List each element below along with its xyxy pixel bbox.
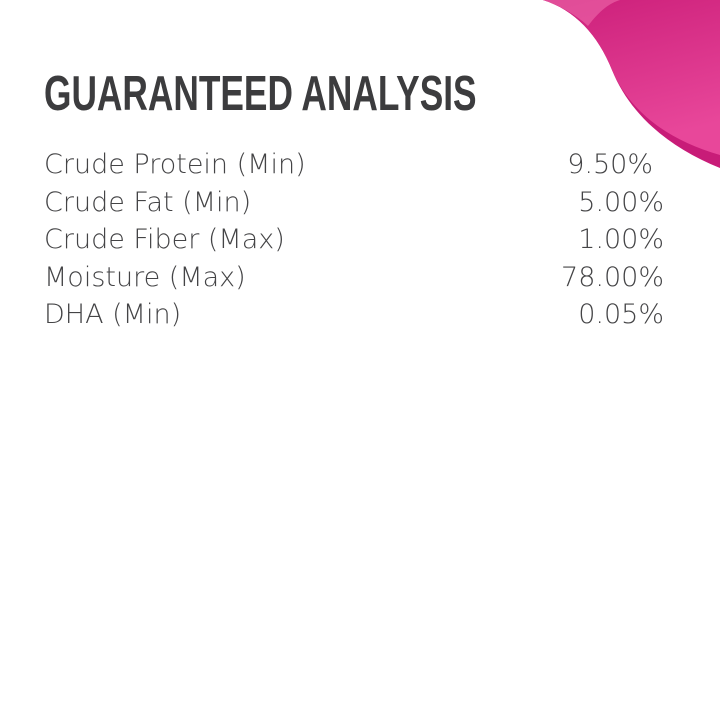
analysis-table: Crude Protein (Min) 9.50% Crude Fat (Min)… [44, 146, 664, 334]
row-label: Crude Fiber (Max) [44, 224, 285, 255]
table-row: DHA (Min) 0.05% [44, 296, 664, 334]
table-row: Moisture (Max) 78.00% [44, 259, 664, 297]
row-value: 5.00% [578, 186, 664, 218]
table-row: Crude Fiber (Max) 1.00% [44, 221, 664, 259]
row-value: 9.50% [567, 149, 653, 180]
table-row: Crude Fat (Min) 5.00% [44, 184, 664, 222]
table-row: Crude Protein (Min) 9.50% [44, 146, 664, 184]
row-label: Crude Protein (Min) [44, 149, 306, 180]
row-label: DHA (Min) [44, 299, 182, 330]
row-value: 78.00% [561, 261, 664, 293]
row-label: Moisture (Max) [44, 261, 246, 293]
row-value: 0.05% [578, 299, 664, 330]
row-label: Crude Fat (Min) [44, 186, 252, 218]
page-title: GUARANTEED ANALYSIS [44, 67, 477, 121]
row-value: 1.00% [578, 224, 664, 255]
